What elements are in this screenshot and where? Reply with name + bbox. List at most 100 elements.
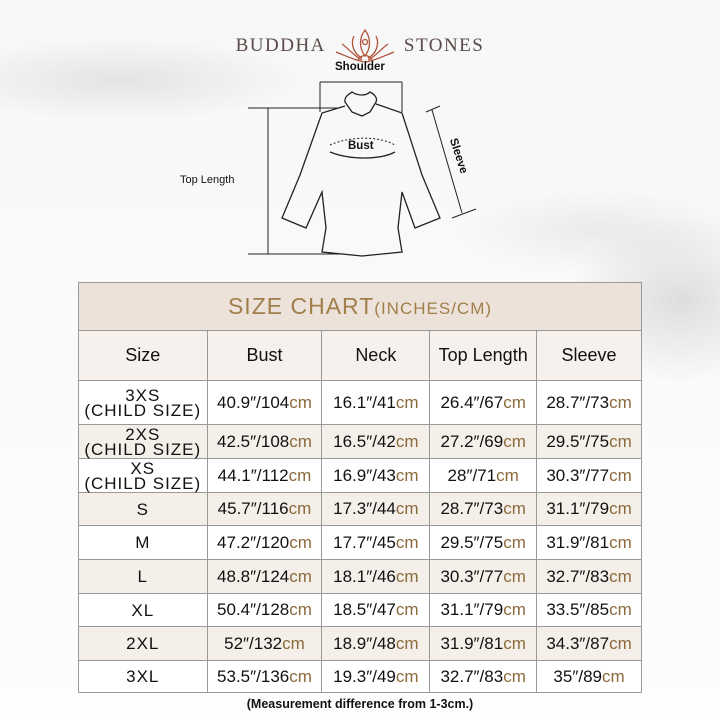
unit-label: cm [395,666,419,686]
unit-label: cm [289,566,312,586]
measurement-cell: 26.4″/67cm [429,380,538,425]
unit-label: cm [395,600,419,619]
measurement-value: 27.2″/69 [440,431,504,451]
unit-label: cm [609,532,632,552]
size-chart-table: SIZE CHART(INCHES/CM) Size Bust Neck Top… [78,282,642,693]
measurement-value: 28″/71 [447,465,497,485]
unit-label: cm [503,392,526,412]
unit-label: cm [289,666,312,686]
unit-label: cm [289,600,312,619]
size-name: 3XS [125,385,161,405]
measurement-value: 45.7″/116 [217,499,289,518]
measurement-cell: 28.7″/73cm [536,380,642,425]
shoulder-line [319,81,403,112]
brand-right: STONES [403,35,485,56]
measurement-value: 17.7″/45 [333,532,396,552]
length-line [248,107,340,255]
table-row: XL 50.4″/128cm 18.5″/47cm 31.1″/79cm 33.5″/8… [78,593,642,627]
measurement-cell: 35″/89cm [536,660,642,693]
measurement-cell: 19.3″/49cm [321,660,431,693]
measurement-value: 40.9″/104 [217,392,290,412]
unit-label: cm [289,532,312,552]
measurement-value: 50.4″/128 [217,600,290,619]
size-cell: 3XL [78,660,208,693]
table-row: L 48.8″/124cm 18.1″/46cm 30.3″/77cm 32.7″/83… [78,559,642,594]
measurement-value: 31.9″/81 [546,532,610,552]
measurement-value: 29.5″/75 [440,532,504,552]
measurement-cell: 31.9″/81cm [429,626,538,661]
unit-label: cm [601,666,625,686]
measurement-cell: 18.1″/46cm [321,559,431,594]
measurement-value: 35″/89 [553,666,602,686]
measurement-cell: 31.1″/79cm [429,593,538,627]
unit-label: cm [609,465,632,485]
unit-label: cm [609,499,632,518]
size-name: L [137,567,148,586]
measurement-cell: 32.7″/83cm [536,559,642,594]
unit-label: cm [503,499,526,518]
measurement-value: 47.2″/120 [217,532,290,552]
sleeve-line [425,105,477,219]
measurement-value: 44.1″/112 [217,465,289,485]
measurement-value: 18.5″/47 [333,600,396,619]
measurement-cell: 17.7″/45cm [321,525,431,560]
measurement-value: 16.1″/41 [333,392,396,412]
unit-label: cm [395,499,419,518]
unit-label: cm [289,392,312,412]
garment-diagram [248,81,477,257]
size-name: XL [131,600,155,620]
measurement-value: 34.3″/87 [546,633,610,653]
measurement-cell: 44.1″/112cm [206,458,323,493]
measurement-cell: 31.1″/79cm [536,492,642,526]
measurement-value: 33.5″/85 [546,600,610,619]
measurement-value: 17.3″/44 [333,499,396,518]
measurement-value: 42.5″/108 [217,431,290,451]
unit-label: cm [503,600,526,619]
size-cell: XL [78,593,208,627]
size-cell: M [78,525,208,560]
size-cell: L [78,559,208,594]
measurement-value: 31.1″/79 [546,499,610,518]
lotus-icon [335,28,395,63]
unit-label: cm [395,465,419,485]
unit-label: cm [503,566,526,586]
measurement-value: 19.3″/49 [333,666,396,686]
top-length-label: Top Length [180,174,235,186]
measurement-value: 18.9″/48 [333,633,396,653]
header-bust: Bust [206,330,323,381]
measurement-cell: 33.5″/85cm [536,593,642,627]
measurement-value: 28.7″/73 [440,499,504,518]
measurement-cell: 28.7″/73cm [429,492,538,526]
size-note: (CHILD SIZE) [84,439,202,459]
unit-label: cm [609,633,632,653]
unit-label: cm [395,566,419,586]
table-row: 2XS (CHILD SIZE) 42.5″/108cm 16.5″/42cm 27.2… [78,424,642,459]
measurement-value: 53.5″/136 [217,666,290,686]
unit-label: cm [289,431,312,451]
measurement-value: 32.7″/83 [546,566,610,586]
brand-left: BUDDHA [235,35,326,56]
size-chart-title: SIZE CHART(INCHES/CM) [78,282,642,331]
measurement-cell: 40.9″/104cm [206,380,323,425]
size-cell: S [78,492,208,526]
table-row: XS (CHILD SIZE) 44.1″/112cm 16.9″/43cm 28″/7… [78,458,642,493]
measurement-value: 31.9″/81 [440,633,504,653]
unit-label: cm [395,532,419,552]
measurement-cell: 18.9″/48cm [321,626,431,661]
measurement-note: (Measurement difference from 1-3cm.) [246,697,474,711]
table-row: 2XL 52″/132cm 18.9″/48cm 31.9″/81cm 34.3″/87… [78,626,642,661]
header-top-length: Top Length [429,330,538,381]
size-cell: 2XS (CHILD SIZE) [78,424,208,459]
measurement-cell: 28″/71cm [429,458,538,493]
unit-label: cm [609,392,632,412]
measurement-cell: 31.9″/81cm [536,525,642,560]
unit-label: cm [395,392,419,412]
size-note: (CHILD SIZE) [84,473,202,493]
measurement-value: 29.5″/75 [546,431,610,451]
unit-label: cm [609,431,632,451]
header-size: Size [78,330,208,381]
size-name: M [135,533,151,552]
size-cell: 3XS (CHILD SIZE) [78,380,208,425]
measurement-value: 32.7″/83 [440,666,504,686]
measurement-value: 28.7″/73 [546,392,610,412]
